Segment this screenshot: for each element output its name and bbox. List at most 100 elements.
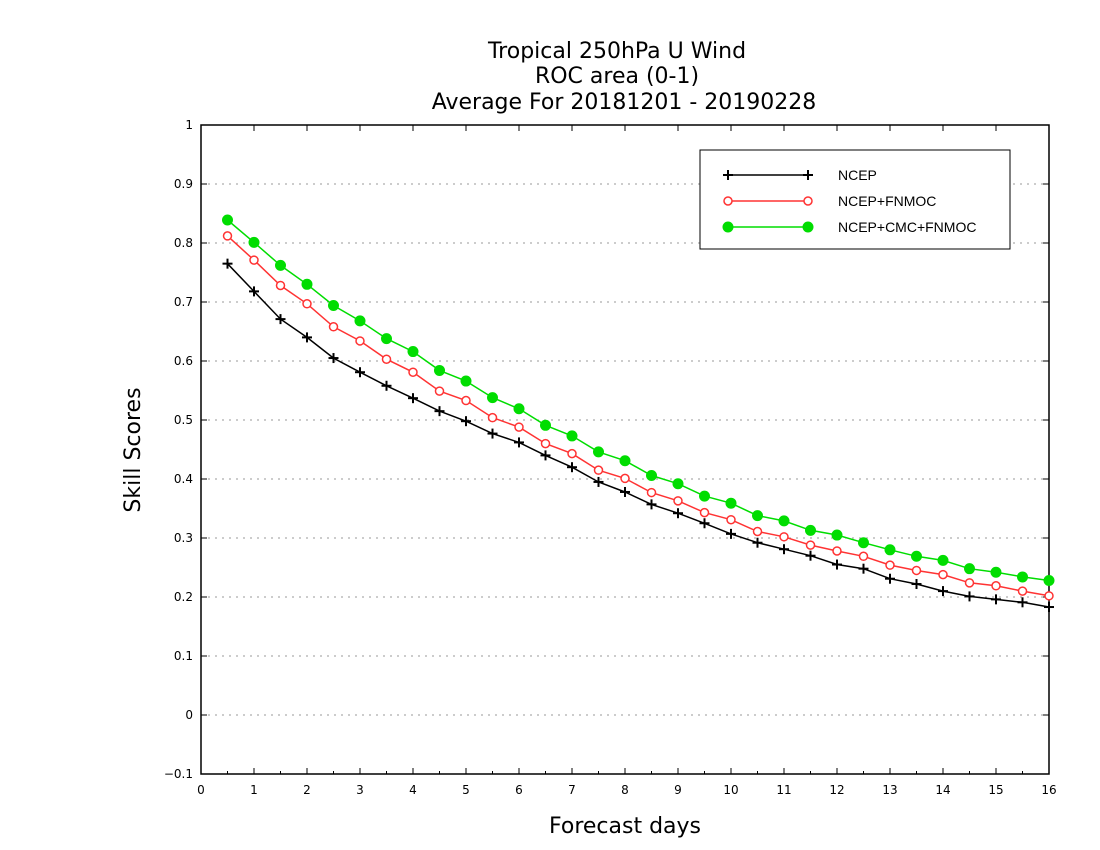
y-tick-label: 0.2 <box>174 590 193 604</box>
data-point <box>567 462 577 473</box>
legend-label: NCEP+CMC+FNMOC <box>838 219 976 235</box>
data-point <box>803 196 813 206</box>
data-point <box>805 550 816 561</box>
series-ncep-cmc-fnmoc <box>222 214 1055 586</box>
data-point <box>672 478 684 490</box>
data-point <box>540 419 551 431</box>
data-point <box>723 170 733 180</box>
data-point <box>620 486 630 497</box>
legend-label: NCEP+FNMOC <box>838 193 936 209</box>
data-point <box>725 497 737 509</box>
data-point <box>990 566 1002 578</box>
y-tick-label: 0.8 <box>174 236 193 250</box>
x-tick-label: 6 <box>515 783 523 797</box>
y-tick-label: 0.9 <box>174 177 193 191</box>
x-tick-label: 10 <box>723 783 738 797</box>
data-point <box>911 565 922 576</box>
data-point <box>328 300 339 312</box>
data-point <box>884 544 896 556</box>
data-point <box>222 258 233 269</box>
series-ncep-fnmoc <box>222 231 1054 601</box>
x-tick-label: 5 <box>462 783 470 797</box>
data-point <box>938 569 948 580</box>
data-point <box>1017 586 1028 596</box>
data-point <box>752 537 763 548</box>
data-point <box>461 395 471 406</box>
data-point <box>858 563 869 574</box>
data-point <box>1017 597 1028 608</box>
legend-box <box>699 149 1011 250</box>
data-point <box>222 231 233 241</box>
series-ncep <box>222 258 1054 613</box>
y-tick-label: 0 <box>185 708 193 722</box>
data-point <box>487 412 498 423</box>
x-tick-label: 11 <box>776 783 791 797</box>
data-point <box>407 346 419 358</box>
data-point <box>779 532 789 542</box>
data-point <box>355 336 365 346</box>
data-point <box>858 551 869 562</box>
series-line <box>227 219 1050 582</box>
data-point <box>434 406 445 417</box>
data-point <box>566 430 578 442</box>
data-point <box>778 515 790 527</box>
x-tick-label: 3 <box>356 783 364 797</box>
data-point <box>275 280 286 291</box>
x-tick-label: 15 <box>988 783 1003 797</box>
data-point <box>832 559 842 570</box>
legend-entry: NCEP+CMC+FNMOC <box>722 219 976 235</box>
data-point <box>328 322 339 332</box>
data-point <box>487 392 498 404</box>
chart-title-line-1: Tropical 250hPa U Wind <box>487 39 746 64</box>
data-point <box>726 514 736 525</box>
data-point <box>275 314 286 325</box>
data-point <box>752 526 763 537</box>
data-point <box>302 299 312 309</box>
axis-ticks: −0.100.10.20.30.40.50.60.70.80.910 1 2 3 4 5 6… <box>164 118 1057 797</box>
data-point <box>858 537 869 549</box>
data-point <box>1044 591 1054 601</box>
data-point <box>699 518 710 529</box>
data-point <box>434 386 445 396</box>
x-tick-label: 7 <box>568 783 576 797</box>
data-point <box>752 510 763 522</box>
data-point <box>805 540 816 550</box>
x-tick-label: 4 <box>409 783 417 797</box>
y-tick-label: −0.1 <box>164 767 193 781</box>
data-point <box>249 255 259 265</box>
x-tick-label: 13 <box>882 783 897 797</box>
data-point <box>301 278 313 290</box>
data-point <box>567 448 577 459</box>
data-point <box>1043 574 1055 586</box>
x-tick-label: 1 <box>250 783 258 797</box>
data-point <box>726 528 736 539</box>
y-tick-label: 0.5 <box>174 413 193 427</box>
y-tick-label: 0.4 <box>174 472 193 486</box>
data-point <box>328 353 339 364</box>
x-axis-label: Forecast days <box>549 814 701 839</box>
data-point <box>911 550 922 562</box>
data-point <box>699 507 710 518</box>
data-point <box>222 214 233 226</box>
data-point <box>937 554 949 566</box>
data-point <box>513 403 525 415</box>
y-axis-label: Skill Scores <box>121 387 146 512</box>
data-point <box>831 529 843 541</box>
data-point <box>699 490 710 502</box>
data-point <box>805 524 816 536</box>
gridlines <box>201 183 1049 716</box>
data-point <box>646 469 657 481</box>
legend: NCEP NCEP+FNMOC NCEP+CMC+FNMOC <box>699 149 1011 250</box>
legend-entry: NCEP+FNMOC <box>723 193 936 209</box>
series-layer <box>222 214 1055 613</box>
data-point <box>1017 571 1028 583</box>
x-tick-label: 12 <box>829 783 844 797</box>
data-point <box>1044 602 1054 613</box>
data-point <box>646 499 657 510</box>
data-point <box>355 367 365 378</box>
y-tick-label: 0.6 <box>174 354 193 368</box>
data-point <box>408 367 418 377</box>
legend-entry: NCEP <box>723 167 877 183</box>
data-point <box>964 578 975 588</box>
